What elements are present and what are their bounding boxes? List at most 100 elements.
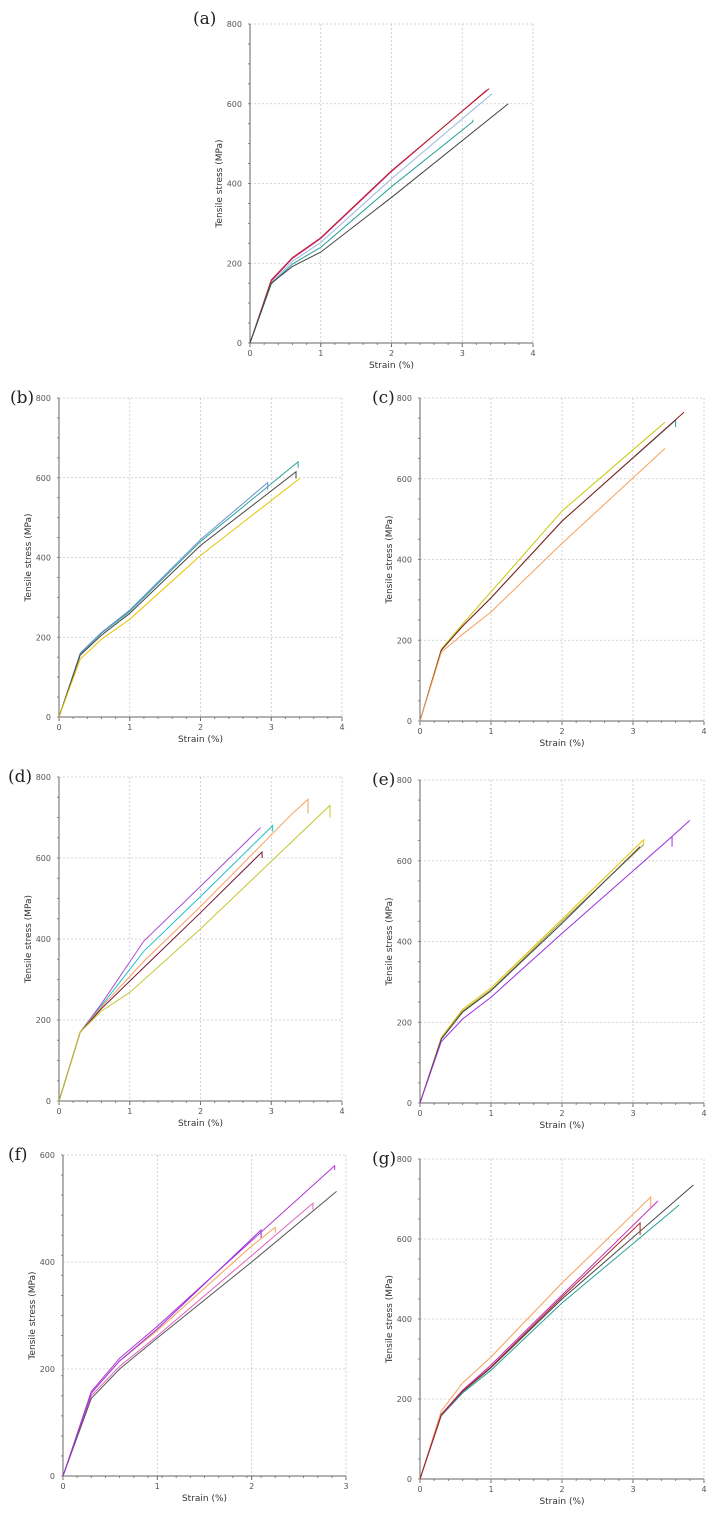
x-tick-label: 1 [127, 1107, 132, 1116]
y-tick-label: 400 [397, 938, 412, 947]
y-tick-label: 200 [40, 1365, 55, 1374]
series-line-2 [58, 481, 269, 718]
chart-panel-d: 0 1 2 3 4 0 200 400 600 800 Strain (%) Tensile stre… [8, 767, 345, 1129]
series-line-4 [419, 448, 666, 722]
y-tick-label: 800 [397, 776, 412, 785]
x-tick-label: 3 [343, 1482, 348, 1491]
series-line-4 [58, 478, 300, 718]
series-line-1 [419, 421, 666, 722]
x-tick-label: 1 [488, 727, 493, 736]
series-line-5 [419, 1221, 641, 1480]
x-tick-label: 0 [56, 1107, 61, 1116]
y-tick-label: 800 [397, 394, 412, 403]
x-tick-label: 3 [630, 1485, 635, 1494]
x-axis-label: Strain (%) [178, 735, 223, 745]
y-axis-label: Tensile stress (MPa) [215, 139, 225, 228]
panel-label: (e) [372, 770, 395, 790]
y-tick-label: 800 [36, 773, 51, 782]
y-tick-label: 400 [40, 1258, 55, 1267]
y-tick-label: 600 [397, 1235, 412, 1244]
y-tick-label: 0 [46, 1097, 51, 1106]
y-tick-label: 400 [397, 1315, 412, 1324]
x-tick-label: 1 [127, 723, 132, 732]
x-tick-label: 2 [559, 1485, 564, 1494]
y-axis-label: Tensile stress (MPa) [28, 1271, 38, 1360]
x-tick-label: 1 [488, 1485, 493, 1494]
y-tick-label: 0 [237, 339, 242, 348]
x-tick-label: 3 [269, 1107, 274, 1116]
y-axis-label: Tensile stress (MPa) [24, 895, 34, 984]
x-tick-label: 4 [701, 1109, 706, 1118]
x-axis-label: Strain (%) [182, 1494, 227, 1504]
x-tick-label: 2 [198, 1107, 203, 1116]
x-tick-label: 0 [417, 727, 422, 736]
y-tick-label: 800 [36, 394, 51, 403]
x-tick-label: 4 [339, 723, 344, 732]
x-tick-label: 1 [155, 1482, 160, 1491]
series-line-3 [62, 1202, 314, 1477]
x-axis-label: Strain (%) [539, 1121, 584, 1131]
x-tick-label: 0 [247, 349, 252, 358]
y-tick-label: 800 [227, 20, 242, 29]
series-line-2 [62, 1226, 276, 1477]
x-tick-label: 2 [249, 1482, 254, 1491]
x-tick-label: 2 [198, 723, 203, 732]
x-tick-label: 3 [269, 723, 274, 732]
y-tick-label: 600 [227, 100, 242, 109]
y-tick-label: 200 [397, 636, 412, 645]
chart-panel-b: 0 1 2 3 4 0 200 400 600 800 Strain (%) Tensile stre… [10, 388, 345, 745]
x-tick-label: 4 [701, 727, 706, 736]
x-tick-label: 0 [417, 1109, 422, 1118]
y-tick-label: 600 [36, 854, 51, 863]
y-tick-label: 200 [397, 1395, 412, 1404]
series-line-4 [62, 1190, 337, 1477]
series-line-4 [58, 850, 263, 1102]
x-tick-label: 0 [56, 723, 61, 732]
y-axis-label: Tensile stress (MPa) [385, 1275, 395, 1364]
y-tick-label: 400 [36, 554, 51, 563]
x-tick-label: 4 [530, 349, 535, 358]
y-tick-label: 0 [407, 1099, 412, 1108]
y-tick-label: 600 [397, 857, 412, 866]
y-tick-label: 200 [227, 259, 242, 268]
chart-panel-e: 0 1 2 3 4 0 200 400 600 800 Strain (%) Tensile stre… [372, 770, 707, 1131]
x-tick-label: 2 [389, 349, 394, 358]
chart-panel-g: 0 1 2 3 4 0 200 400 600 800 Strain (%) Tensile stre… [372, 1149, 707, 1507]
x-tick-label: 4 [339, 1107, 344, 1116]
series-line-3 [58, 798, 309, 1102]
series-line-4 [419, 820, 691, 1104]
x-tick-label: 2 [559, 1109, 564, 1118]
y-tick-label: 200 [397, 1018, 412, 1027]
y-tick-label: 400 [227, 180, 242, 189]
panel-label: (d) [8, 767, 32, 787]
series-line-4 [249, 119, 474, 344]
series-line-3 [419, 1184, 694, 1480]
series-line-3 [419, 846, 641, 1104]
series-line-4 [419, 1204, 680, 1480]
chart-panel-c: 0 1 2 3 4 0 200 400 600 800 Strain (%) Tensile stre… [372, 388, 707, 749]
x-axis-label: Strain (%) [369, 361, 414, 371]
series-line-3 [58, 470, 297, 718]
series-line-5 [249, 103, 509, 344]
x-tick-label: 3 [630, 1109, 635, 1118]
panel-label: (a) [193, 9, 216, 29]
x-tick-label: 3 [460, 349, 465, 358]
series-line-2 [58, 824, 274, 1102]
y-tick-label: 600 [397, 475, 412, 484]
y-tick-label: 0 [407, 1475, 412, 1484]
series-line-5 [58, 804, 331, 1102]
y-tick-label: 0 [407, 717, 412, 726]
x-tick-label: 4 [701, 1485, 706, 1494]
y-tick-label: 400 [36, 935, 51, 944]
series-line-2 [249, 88, 490, 344]
series-line-1 [62, 1164, 336, 1477]
panel-label: (f) [8, 1145, 28, 1165]
y-tick-label: 400 [397, 556, 412, 565]
x-tick-label: 3 [630, 727, 635, 736]
series-line-1 [419, 1195, 652, 1480]
x-tick-label: 1 [318, 349, 323, 358]
chart-panel-a: 0 1 2 3 4 0 200 400 600 800 Strain (%) Tensile stre… [193, 9, 536, 371]
panel-label: (c) [372, 388, 395, 408]
x-axis-label: Strain (%) [539, 739, 584, 749]
